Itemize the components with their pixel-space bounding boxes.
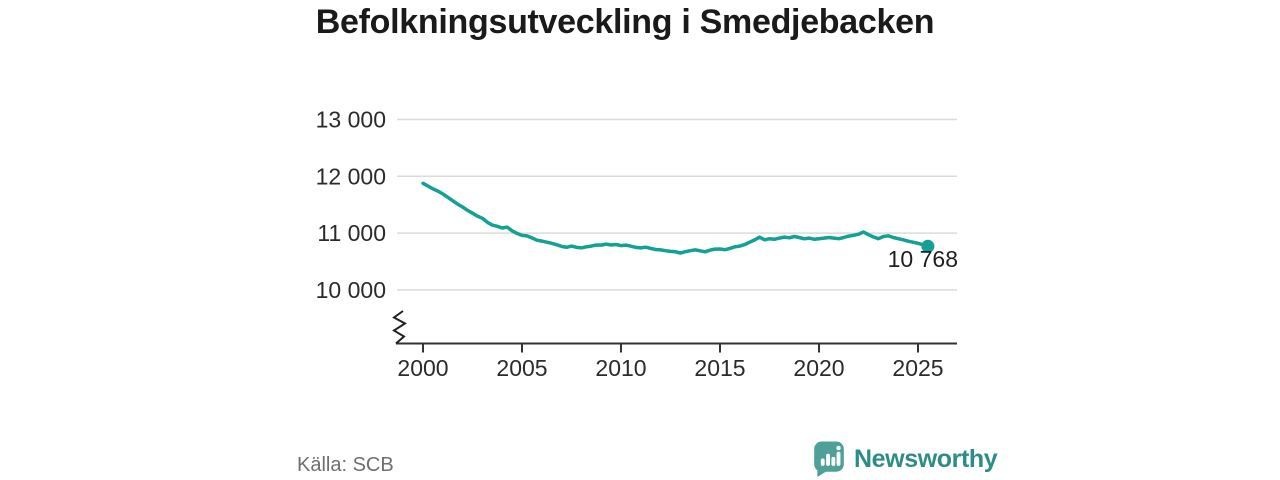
x-tick-label: 2025 bbox=[892, 355, 943, 381]
newsworthy-bubble-chart-icon bbox=[814, 441, 844, 477]
x-tick-label: 2010 bbox=[595, 355, 646, 381]
chart-title: Befolkningsutveckling i Smedjebacken bbox=[315, 3, 935, 41]
x-tick-label: 2015 bbox=[694, 355, 745, 381]
axis-break-icon bbox=[392, 310, 407, 345]
population-line bbox=[421, 181, 930, 255]
end-point-marker bbox=[921, 239, 935, 253]
y-tick-label: 11 000 bbox=[317, 220, 386, 246]
x-tick-label: 2020 bbox=[793, 355, 844, 381]
source-label: Källa: SCB bbox=[297, 454, 394, 476]
y-tick-label: 10 000 bbox=[316, 277, 386, 303]
x-tick-label: 2000 bbox=[397, 355, 448, 381]
end-value-label: 10 768 bbox=[888, 246, 958, 272]
y-tick-label: 13 000 bbox=[316, 107, 386, 133]
newsworthy-logo: Newsworthy bbox=[812, 441, 998, 477]
newsworthy-wordmark: Newsworthy bbox=[854, 444, 998, 473]
x-tick-label: 2005 bbox=[496, 355, 547, 381]
y-tick-label: 12 000 bbox=[316, 163, 386, 189]
